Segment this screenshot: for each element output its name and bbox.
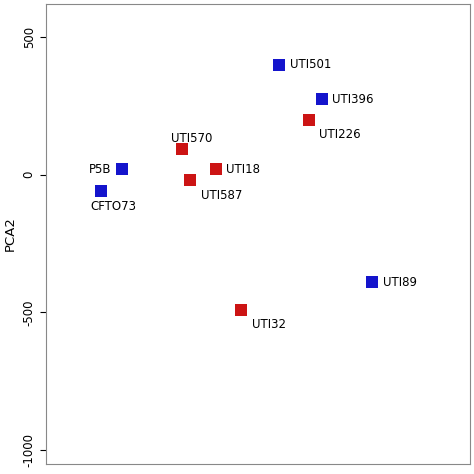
Point [318, 95, 325, 103]
Point [275, 61, 283, 69]
Y-axis label: PCA2: PCA2 [4, 217, 17, 251]
Point [237, 306, 245, 313]
Text: P5B: P5B [89, 163, 112, 176]
Text: UTI587: UTI587 [201, 189, 242, 201]
Point [369, 278, 376, 286]
Text: UTI226: UTI226 [319, 128, 361, 141]
Text: UTI501: UTI501 [290, 58, 331, 71]
Point [305, 116, 313, 124]
Point [186, 176, 194, 184]
Text: UTI32: UTI32 [252, 318, 286, 331]
Text: CFTO73: CFTO73 [91, 200, 137, 212]
Point [178, 145, 185, 153]
Text: UTI570: UTI570 [171, 131, 212, 145]
Point [118, 165, 126, 173]
Text: UTI396: UTI396 [332, 92, 374, 106]
Text: UTI89: UTI89 [383, 275, 417, 289]
Point [212, 165, 219, 173]
Point [98, 188, 105, 195]
Text: UTI18: UTI18 [226, 163, 260, 176]
